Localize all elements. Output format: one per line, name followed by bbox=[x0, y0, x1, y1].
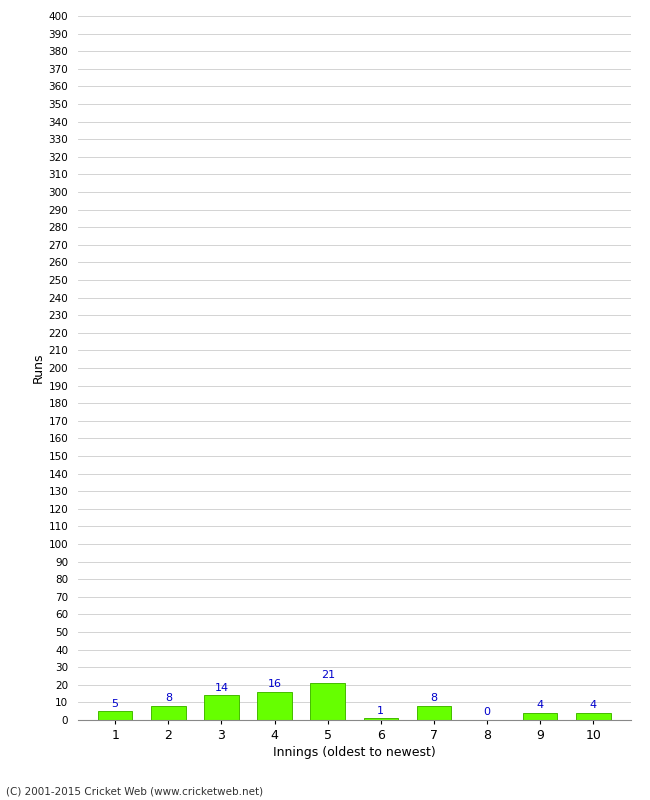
Text: 1: 1 bbox=[377, 706, 384, 715]
Text: 4: 4 bbox=[590, 700, 597, 710]
Text: 5: 5 bbox=[112, 698, 119, 709]
Bar bbox=[257, 692, 292, 720]
Text: (C) 2001-2015 Cricket Web (www.cricketweb.net): (C) 2001-2015 Cricket Web (www.cricketwe… bbox=[6, 786, 264, 796]
Bar bbox=[576, 713, 610, 720]
Bar bbox=[417, 706, 451, 720]
Text: 0: 0 bbox=[484, 707, 491, 718]
Text: 4: 4 bbox=[537, 700, 544, 710]
Text: 8: 8 bbox=[164, 694, 172, 703]
Bar bbox=[311, 683, 345, 720]
Bar bbox=[98, 711, 133, 720]
Y-axis label: Runs: Runs bbox=[31, 353, 44, 383]
Bar bbox=[204, 695, 239, 720]
Text: 8: 8 bbox=[430, 694, 437, 703]
Bar bbox=[523, 713, 558, 720]
Text: 14: 14 bbox=[214, 682, 229, 693]
Text: 16: 16 bbox=[268, 679, 281, 689]
Bar bbox=[151, 706, 186, 720]
X-axis label: Innings (oldest to newest): Innings (oldest to newest) bbox=[273, 746, 436, 759]
Bar bbox=[363, 718, 398, 720]
Text: 21: 21 bbox=[320, 670, 335, 680]
